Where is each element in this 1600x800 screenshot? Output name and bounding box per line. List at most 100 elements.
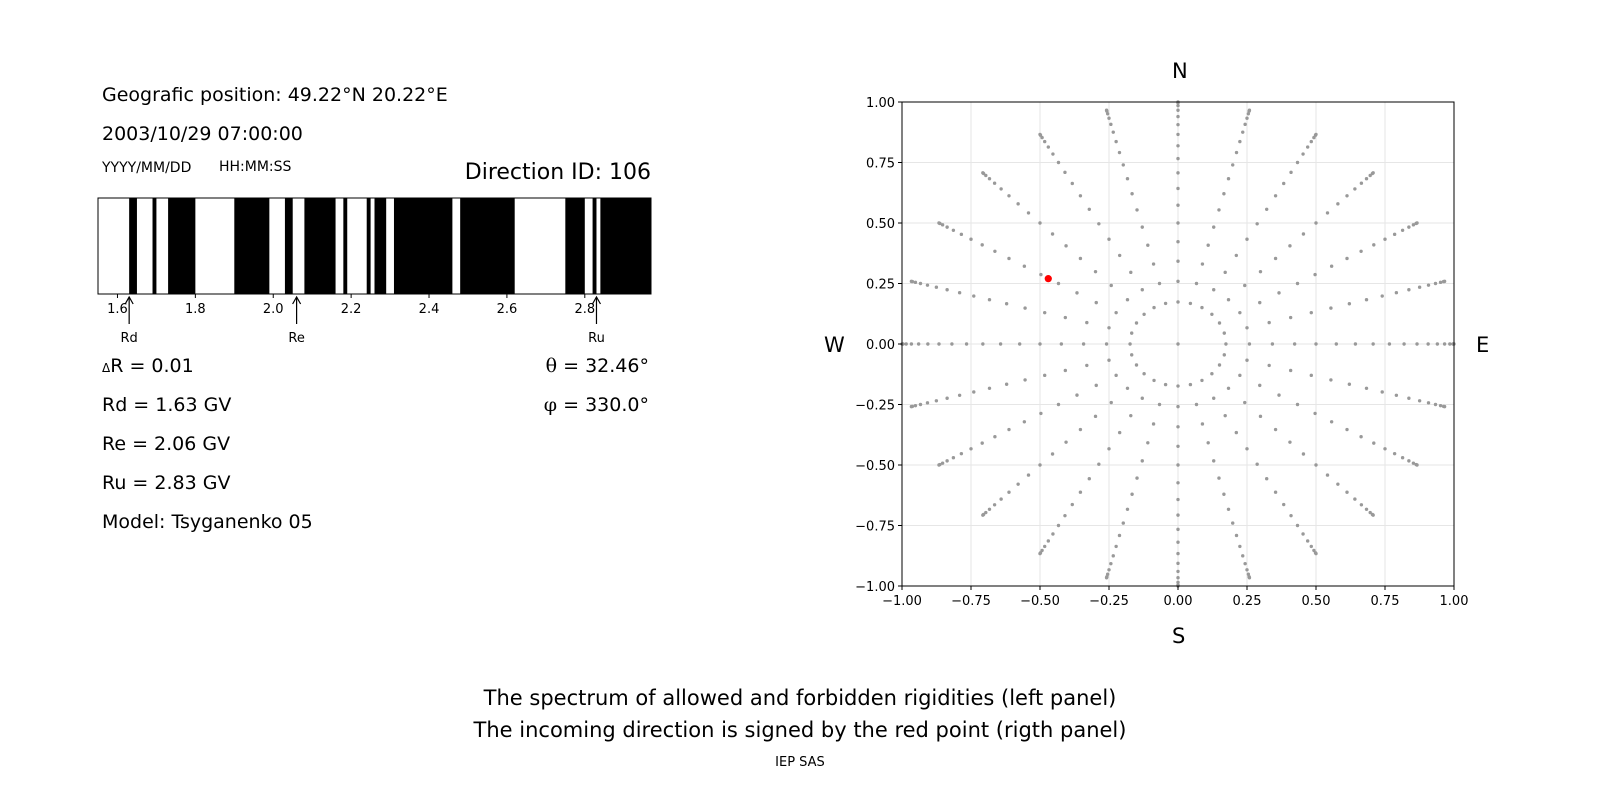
direction-grid-point: [1134, 363, 1139, 367]
direction-grid-point: [1206, 441, 1210, 445]
direction-grid-point: [1226, 386, 1231, 390]
forbidden-band-10: [460, 198, 515, 294]
direction-grid-point: [1026, 211, 1031, 215]
forbidden-band-9: [393, 198, 453, 294]
direction-grid-point: [1372, 441, 1376, 445]
direction-grid-point: [925, 401, 930, 405]
direction-grid-point: [1212, 288, 1216, 292]
direction-grid-point: [1043, 310, 1047, 315]
direction-grid-point: [1241, 130, 1245, 134]
caption-line-1: The spectrum of allowed and forbidden ri…: [483, 686, 1117, 710]
direction-grid-point: [1163, 382, 1168, 387]
direction-grid-point: [1043, 373, 1047, 378]
spectrum-tick-label: 1.8: [185, 302, 206, 317]
marker-label-ru: Ru: [588, 331, 605, 346]
direction-grid-point: [1273, 194, 1278, 198]
direction-grid-point: [1022, 264, 1027, 268]
direction-grid-point: [937, 221, 941, 225]
direction-grid-point: [999, 187, 1003, 191]
direction-grid-point: [1258, 300, 1262, 305]
direction-grid-point: [1222, 192, 1226, 196]
direction-grid-point: [1417, 399, 1422, 403]
direction-grid-point: [1176, 114, 1180, 119]
direction-grid-point: [940, 461, 945, 465]
direction-grid-point: [1222, 353, 1226, 357]
spectrum-tick-label: 2.4: [419, 302, 440, 317]
direction-grid-point: [1070, 181, 1074, 186]
direction-grid-point: [1400, 228, 1405, 232]
direction-grid-point: [1224, 342, 1228, 346]
direction-grid-point: [1265, 207, 1269, 211]
direction-grid-point: [1392, 451, 1397, 456]
direction-grid-point: [1301, 152, 1305, 156]
compass-south: S: [1172, 624, 1186, 648]
direction-grid-point: [1051, 532, 1055, 536]
direction-grid-point: [945, 396, 949, 400]
map-xtick-label: 0.75: [1371, 594, 1400, 609]
spectrum-tick-label: 2.2: [341, 302, 362, 317]
direction-grid-point: [1194, 281, 1199, 286]
direction-grid-point: [999, 497, 1003, 501]
direction-grid-point: [1004, 302, 1009, 306]
direction-grid-point: [1292, 342, 1297, 346]
map-xtick-label: −1.00: [882, 594, 922, 609]
direction-grid-point: [1234, 253, 1239, 258]
direction-grid-point: [1140, 459, 1144, 463]
direction-grid-point: [1309, 139, 1313, 144]
direction-grid-point: [1387, 342, 1392, 346]
direction-grid-point: [1140, 288, 1144, 292]
direction-grid-point: [1345, 427, 1349, 432]
direction-grid-point: [1176, 580, 1180, 585]
direction-grid-point: [993, 249, 997, 254]
direction-grid-point: [1121, 163, 1125, 167]
direction-grid-point: [1094, 383, 1098, 388]
direction-grid-point: [1345, 490, 1349, 494]
direction-grid-point: [1114, 373, 1118, 378]
direction-grid-point: [1258, 414, 1263, 419]
direction-grid-point: [1007, 256, 1011, 261]
direction-grid-point: [1007, 490, 1011, 494]
direction-grid-point: [1222, 492, 1226, 496]
direction-grid-point: [1064, 244, 1068, 248]
direction-grid-point: [1309, 310, 1313, 315]
map-xtick-label: 0.00: [1164, 594, 1193, 609]
caption-line-2: The incoming direction is signed by the …: [473, 718, 1127, 742]
direction-grid-point: [1273, 427, 1278, 432]
direction-grid-point: [1176, 156, 1180, 161]
direction-grid-point: [951, 456, 956, 460]
direction-grid-point: [1329, 420, 1334, 424]
map-ytick-label: −0.50: [855, 459, 895, 474]
direction-grid-point: [1273, 490, 1278, 494]
direction-grid-point: [1245, 326, 1249, 330]
direction-grid-point: [1128, 342, 1132, 346]
direction-grid-point: [918, 402, 923, 407]
direction-grid-point: [1194, 402, 1199, 407]
direction-grid-point: [1364, 298, 1369, 302]
direction-grid-point: [1038, 132, 1042, 137]
direction-grid-point: [1353, 187, 1357, 191]
direction-grid-point: [1043, 544, 1047, 549]
phi-symbol: φ: [543, 394, 558, 416]
direction-grid-point: [1163, 301, 1168, 306]
direction-grid-point: [980, 441, 984, 445]
direction-grid-point: [1176, 576, 1180, 580]
direction-grid-point: [1176, 342, 1180, 346]
direction-grid-point: [1176, 481, 1180, 485]
direction-grid-point: [1245, 358, 1249, 362]
direction-grid-point: [1176, 279, 1180, 284]
direction-grid-point: [1411, 223, 1416, 227]
direction-grid-point: [1038, 342, 1042, 346]
direction-grid-point: [1085, 320, 1089, 325]
spectrum-tick-label: 2.6: [497, 302, 518, 317]
direction-grid-point: [945, 288, 949, 292]
direction-grid-point: [1402, 342, 1406, 346]
direction-grid-point: [1051, 152, 1055, 156]
direction-grid-point: [1295, 402, 1300, 407]
direction-grid-point: [1407, 288, 1411, 292]
direction-grid-point: [1210, 312, 1214, 316]
direction-grid-point: [1152, 305, 1156, 310]
direction-grid-point: [1081, 342, 1086, 346]
direction-grid-point: [1238, 373, 1242, 378]
incoming-direction-point: [1044, 275, 1052, 283]
direction-grid-point: [1217, 321, 1222, 325]
